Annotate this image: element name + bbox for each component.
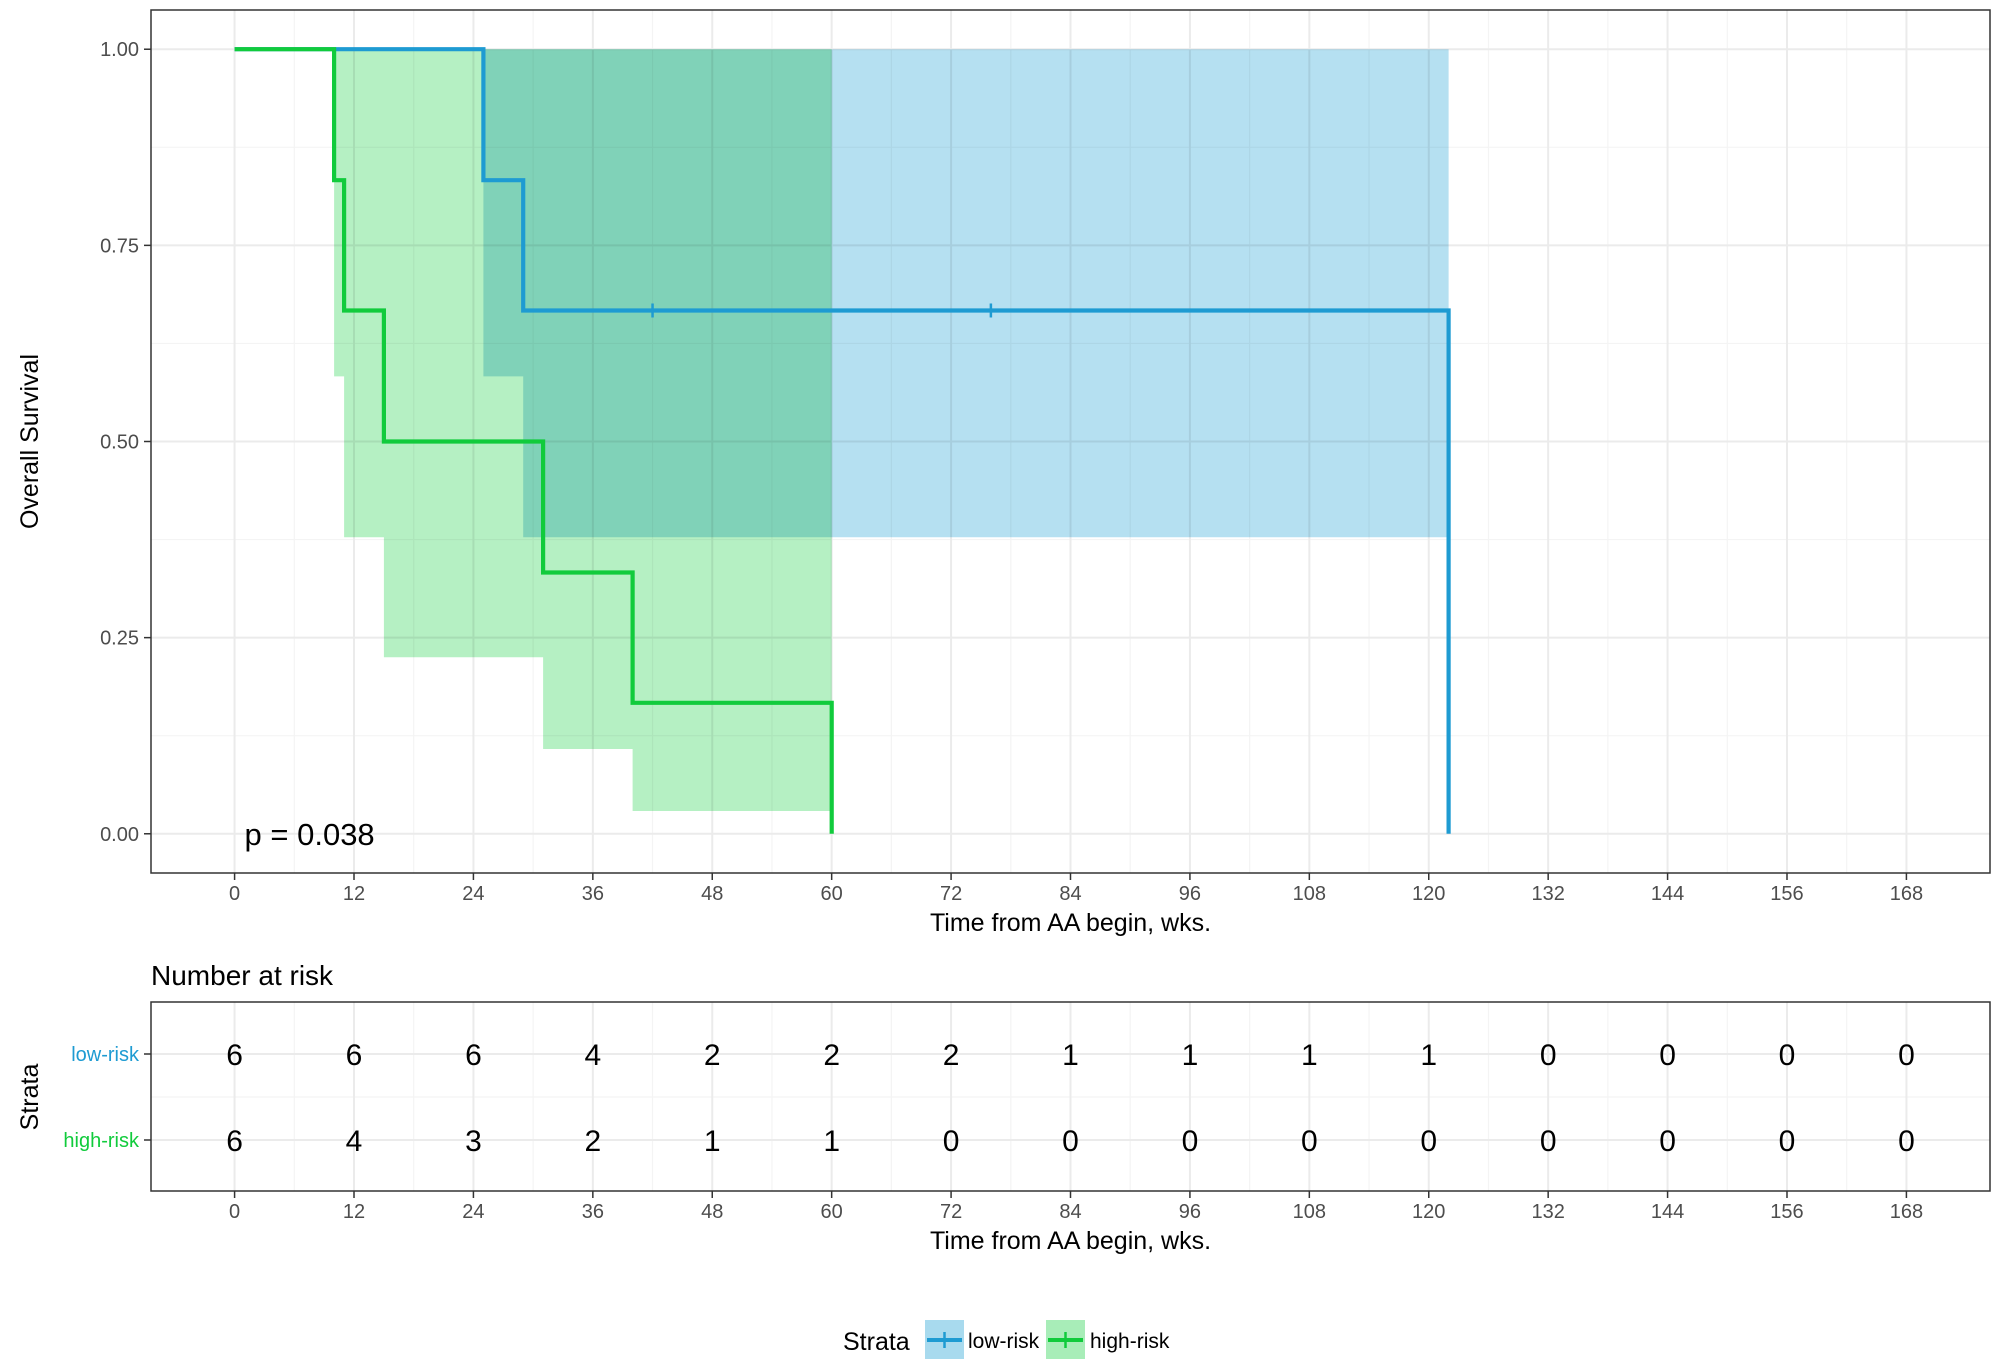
risk-count-low-risk: 0 — [1540, 1039, 1557, 1072]
x-tick-label: 60 — [821, 883, 843, 905]
y-tick-label: 1.00 — [100, 39, 139, 61]
risk-count-low-risk: 6 — [226, 1039, 243, 1072]
x-tick-label: 96 — [1179, 883, 1201, 905]
x-tick-label: 168 — [1890, 883, 1923, 905]
risk-x-tick-label: 120 — [1412, 1201, 1445, 1223]
x-tick-label: 120 — [1412, 883, 1445, 905]
risk-count-low-risk: 2 — [704, 1039, 721, 1072]
risk-x-tick-label: 96 — [1179, 1201, 1201, 1223]
risk-row-label-high-risk: high-risk — [63, 1130, 140, 1152]
x-tick-label: 24 — [462, 883, 484, 905]
legend-title: Strata — [843, 1328, 910, 1356]
y-axis-title: Overall Survival — [16, 354, 44, 529]
risk-count-low-risk: 2 — [823, 1039, 840, 1072]
y-tick-label: 0.50 — [100, 432, 139, 454]
risk-table-panel: Number at risk 6 6 6 4 2 2 2 1 1 1 1 0 0 0 0 low-risk 6 4 3… — [16, 960, 1991, 1255]
x-tick-label: 0 — [229, 883, 240, 905]
risk-count-low-risk: 1 — [1301, 1039, 1318, 1072]
y-tick-label: 0.75 — [100, 235, 139, 257]
legend: Strata low-risk high-risk — [843, 1320, 1170, 1359]
risk-count-high-risk: 0 — [1420, 1125, 1437, 1158]
risk-x-tick-label: 60 — [821, 1201, 843, 1223]
risk-row-label-low-risk: low-risk — [71, 1044, 140, 1066]
risk-count-high-risk: 0 — [943, 1125, 960, 1158]
risk-x-tick-label: 36 — [582, 1201, 604, 1223]
risk-x-tick-label: 168 — [1890, 1201, 1923, 1223]
risk-x-tick-label: 24 — [462, 1201, 484, 1223]
confidence-band-high-risk — [234, 49, 832, 811]
x-tick-label: 48 — [701, 883, 723, 905]
x-tick-label: 36 — [582, 883, 604, 905]
x-tick-label: 72 — [940, 883, 962, 905]
risk-count-low-risk: 1 — [1062, 1039, 1079, 1072]
risk-count-low-risk: 0 — [1779, 1039, 1796, 1072]
risk-count-high-risk: 4 — [346, 1125, 363, 1158]
y-tick-label: 0.25 — [100, 628, 139, 650]
risk-x-tick-label: 156 — [1770, 1201, 1803, 1223]
risk-x-tick-label: 0 — [229, 1201, 240, 1223]
risk-x-tick-label: 72 — [940, 1201, 962, 1223]
risk-x-tick-label: 108 — [1293, 1201, 1326, 1223]
risk-count-low-risk: 2 — [943, 1039, 960, 1072]
y-tick-label: 0.00 — [100, 824, 139, 846]
risk-count-low-risk: 1 — [1182, 1039, 1199, 1072]
x-axis-title: Time from AA begin, wks. — [930, 909, 1211, 937]
risk-count-low-risk: 1 — [1420, 1039, 1437, 1072]
risk-y-axis-title: Strata — [16, 1064, 44, 1131]
legend-label-low-risk: low-risk — [968, 1330, 1040, 1353]
risk-count-high-risk: 0 — [1540, 1125, 1557, 1158]
risk-count-low-risk: 6 — [465, 1039, 482, 1072]
risk-x-tick-label: 12 — [343, 1201, 365, 1223]
risk-x-tick-label: 132 — [1531, 1201, 1564, 1223]
survival-plot-panel: 0.00 0.25 0.50 0.75 1.00 0 12 24 36 48 60 72 84 96 108… — [16, 9, 1991, 937]
risk-count-high-risk: 1 — [704, 1125, 721, 1158]
risk-count-high-risk: 2 — [584, 1125, 601, 1158]
risk-count-high-risk: 0 — [1779, 1125, 1796, 1158]
x-tick-label: 132 — [1531, 883, 1564, 905]
risk-count-low-risk: 6 — [346, 1039, 363, 1072]
survival-curve-high-risk — [234, 47, 834, 834]
legend-label-high-risk: high-risk — [1090, 1330, 1170, 1353]
x-tick-label: 156 — [1770, 883, 1803, 905]
risk-count-low-risk: 4 — [584, 1039, 601, 1072]
risk-count-high-risk: 0 — [1301, 1125, 1318, 1158]
risk-x-tick-label: 48 — [701, 1201, 723, 1223]
risk-count-high-risk: 1 — [823, 1125, 840, 1158]
risk-x-axis-title: Time from AA begin, wks. — [930, 1227, 1211, 1255]
risk-table-title: Number at risk — [151, 960, 334, 991]
risk-count-low-risk: 0 — [1898, 1039, 1915, 1072]
risk-count-high-risk: 0 — [1659, 1125, 1676, 1158]
risk-count-high-risk: 6 — [226, 1125, 243, 1158]
x-tick-label: 84 — [1059, 883, 1081, 905]
risk-count-high-risk: 0 — [1182, 1125, 1199, 1158]
x-tick-label: 108 — [1293, 883, 1326, 905]
p-value-annotation: p = 0.038 — [245, 817, 375, 852]
risk-count-high-risk: 0 — [1062, 1125, 1079, 1158]
risk-count-high-risk: 3 — [465, 1125, 482, 1158]
risk-x-tick-label: 84 — [1059, 1201, 1081, 1223]
survival-curve-low-risk — [234, 47, 1451, 834]
x-tick-label: 144 — [1651, 883, 1684, 905]
risk-count-low-risk: 0 — [1659, 1039, 1676, 1072]
x-tick-label: 12 — [343, 883, 365, 905]
risk-x-tick-label: 144 — [1651, 1201, 1684, 1223]
risk-count-high-risk: 0 — [1898, 1125, 1915, 1158]
